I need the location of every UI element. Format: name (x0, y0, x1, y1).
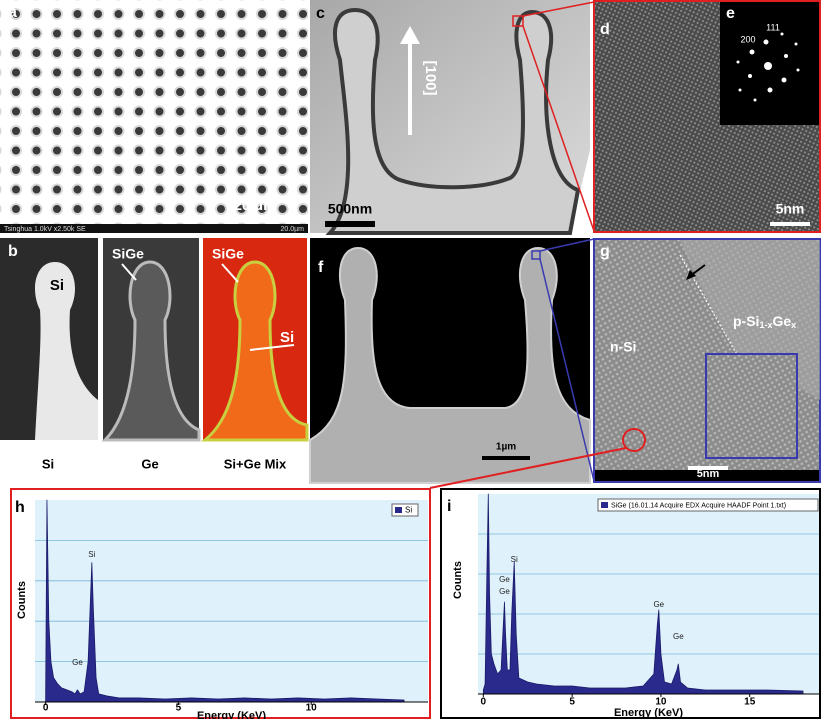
legend-swatch (601, 502, 608, 508)
map-label: Si (50, 277, 64, 294)
map-label: Si (280, 329, 294, 346)
x-tick-label: 5 (176, 703, 182, 714)
y-axis-label: Counts (452, 561, 464, 599)
panel-label: a (8, 4, 17, 21)
scale-label: 5nm (776, 201, 805, 217)
map-label: SiGe (112, 246, 144, 262)
legend-label: SiGe (16.01.14 Acquire EDX Acquire HAADF… (611, 502, 786, 509)
region-label: n-Si (610, 339, 636, 355)
x-tick-label: 0 (481, 697, 487, 708)
x-tick-label: 10 (306, 703, 318, 714)
panel-f: 1µm f (310, 238, 594, 483)
plot-area (478, 494, 819, 694)
legend-swatch (395, 507, 402, 513)
caption: Si+Ge Mix (224, 456, 287, 471)
x-axis-label: Energy (KeV) (197, 710, 266, 719)
caption: Si (42, 456, 54, 471)
y-axis-label: Counts (16, 581, 28, 619)
peak-label: Ge (653, 600, 664, 609)
peak-label: Ge (499, 587, 510, 596)
x-tick-label: 0 (43, 703, 49, 714)
scale-label: 1µm (496, 442, 516, 453)
peak-label: Ge (673, 632, 684, 641)
scale-label: 500nm (328, 201, 372, 217)
scale-bar (482, 456, 530, 460)
spectra: Si 0 5 10 Si Ge Energy (KeV) Counts h SiGe (16.01… (15, 494, 819, 719)
figure: Tsinghua 1.0kV x2.50k SE 20.0µm 20 µm a … (0, 0, 821, 719)
info-text: Tsinghua 1.0kV x2.50k SE (4, 226, 86, 233)
map-label: SiGe (212, 246, 244, 262)
spot-label: 111 (766, 22, 780, 32)
scale-bar (210, 216, 300, 220)
peak-label: Si (511, 555, 518, 564)
x-axis-label: Energy (KeV) (614, 707, 683, 719)
panel-d: 200 111 e d 5nm (594, 1, 820, 232)
panel-label: c (316, 5, 325, 22)
scale-bar (325, 221, 375, 227)
scale-label: 5nm (697, 468, 720, 480)
scale-bar (770, 222, 810, 226)
panel-label: h (15, 499, 25, 516)
panel-b: b Si SiGe SiGe Si Si Ge Si+Ge Mix (0, 238, 307, 471)
scale-label: 20 µm (234, 197, 277, 214)
spot-label: 200 (740, 34, 755, 44)
panel-c: [100] 500nm c (310, 0, 594, 233)
panel-a: Tsinghua 1.0kV x2.50k SE 20.0µm 20 µm a (0, 0, 308, 233)
panel-label: g (600, 243, 610, 260)
peak-label: Ge (72, 658, 83, 667)
panel-label: i (447, 498, 451, 515)
peak-label: Si (88, 550, 95, 559)
x-tick-label: 5 (569, 697, 575, 708)
page: { "panels": { "a": {"label": "a", "scale… (0, 0, 821, 724)
peak-label: Ge (499, 575, 510, 584)
direction-label: [100] (422, 60, 439, 95)
x-tick-label: 15 (744, 697, 756, 708)
caption: Ge (141, 456, 158, 471)
legend-label: Si (405, 506, 412, 515)
panel-label: b (8, 243, 18, 260)
panel-label: e (726, 5, 735, 22)
info-text: 20.0µm (281, 226, 305, 233)
panel-label: f (318, 259, 324, 276)
inset (706, 354, 797, 458)
panel-label: d (600, 21, 610, 38)
